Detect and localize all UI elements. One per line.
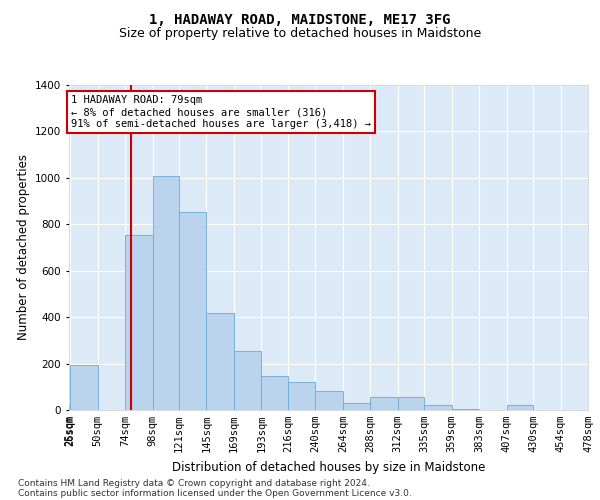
Text: 1 HADAWAY ROAD: 79sqm
← 8% of detached houses are smaller (316)
91% of semi-deta: 1 HADAWAY ROAD: 79sqm ← 8% of detached h… bbox=[71, 96, 371, 128]
Bar bbox=[343, 403, 370, 410]
Bar bbox=[316, 392, 343, 410]
Bar bbox=[179, 212, 206, 410]
Bar bbox=[152, 176, 179, 410]
X-axis label: Distribution of detached houses by size in Maidstone: Distribution of detached houses by size … bbox=[172, 460, 485, 473]
Bar bbox=[125, 234, 152, 410]
Bar bbox=[452, 409, 479, 410]
Y-axis label: Number of detached properties: Number of detached properties bbox=[17, 154, 29, 340]
Bar bbox=[234, 351, 262, 410]
Bar bbox=[506, 406, 533, 410]
Bar bbox=[206, 312, 234, 410]
Bar bbox=[288, 382, 316, 410]
Text: 1, HADAWAY ROAD, MAIDSTONE, ME17 3FG: 1, HADAWAY ROAD, MAIDSTONE, ME17 3FG bbox=[149, 12, 451, 26]
Text: Contains public sector information licensed under the Open Government Licence v3: Contains public sector information licen… bbox=[18, 488, 412, 498]
Text: Contains HM Land Registry data © Crown copyright and database right 2024.: Contains HM Land Registry data © Crown c… bbox=[18, 478, 370, 488]
Text: Size of property relative to detached houses in Maidstone: Size of property relative to detached ho… bbox=[119, 28, 481, 40]
Bar bbox=[370, 397, 398, 410]
Bar bbox=[262, 376, 288, 410]
Bar bbox=[398, 397, 424, 410]
Bar bbox=[424, 406, 452, 410]
Bar bbox=[69, 406, 70, 410]
Bar bbox=[70, 364, 98, 410]
